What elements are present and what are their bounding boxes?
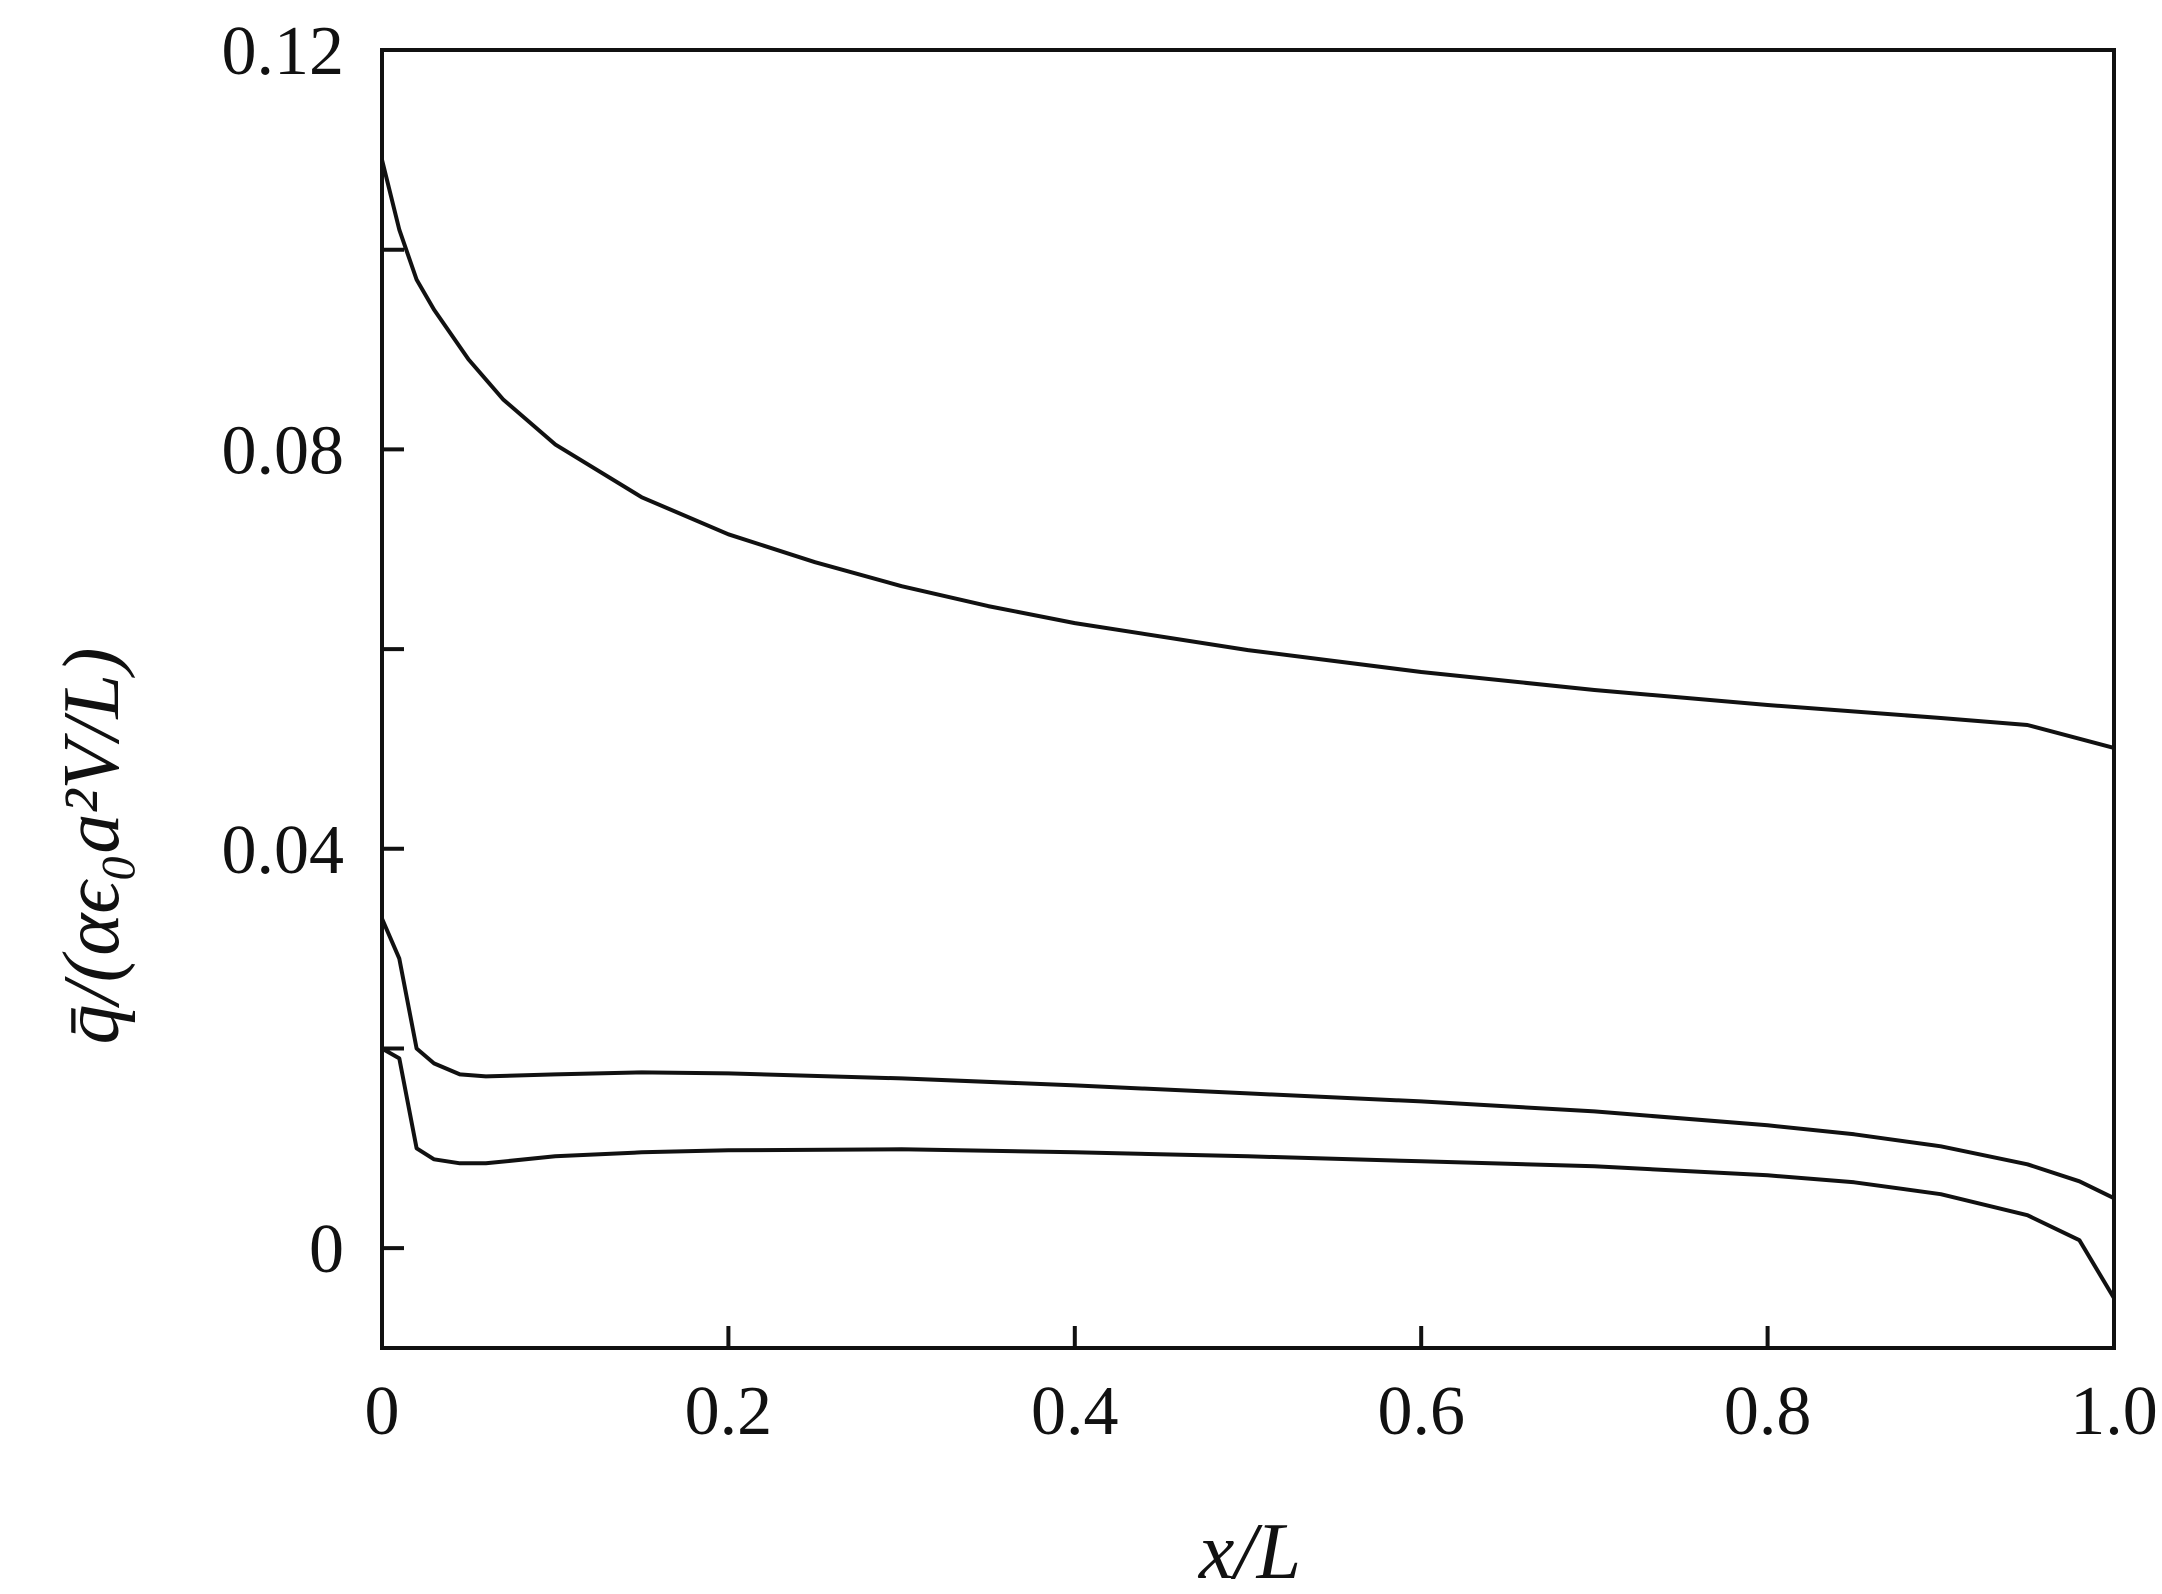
y-tick-label-0: 0 (309, 1211, 344, 1288)
x-axis-title: x/L (1198, 1508, 1301, 1594)
x-tick-label-4: 0.8 (1724, 1373, 1812, 1450)
y-axis-title-group: q̄/(αϵ₀a²V/L) (48, 647, 136, 1044)
series-line-1 (380, 159, 2115, 750)
x-tick-label-0: 0 (365, 1373, 400, 1450)
x-tick-label-2: 0.4 (1031, 1373, 1119, 1450)
y-tick-label-6: 0.12 (222, 13, 345, 90)
y-axis-title: q̄/(αϵ₀a²V/L) (48, 647, 136, 1044)
series-line-3 (381, 1046, 2116, 1300)
x-tick-label-1: 0.2 (685, 1373, 773, 1450)
y-tick-label-2: 0.04 (222, 812, 345, 889)
y-tick-label-4: 0.08 (222, 412, 345, 489)
x-tick-label-3: 0.6 (1377, 1373, 1465, 1450)
x-tick-label-5: 1.0 (2070, 1373, 2158, 1450)
series-line-2 (380, 917, 2115, 1200)
plot-frame (380, 48, 2116, 1350)
